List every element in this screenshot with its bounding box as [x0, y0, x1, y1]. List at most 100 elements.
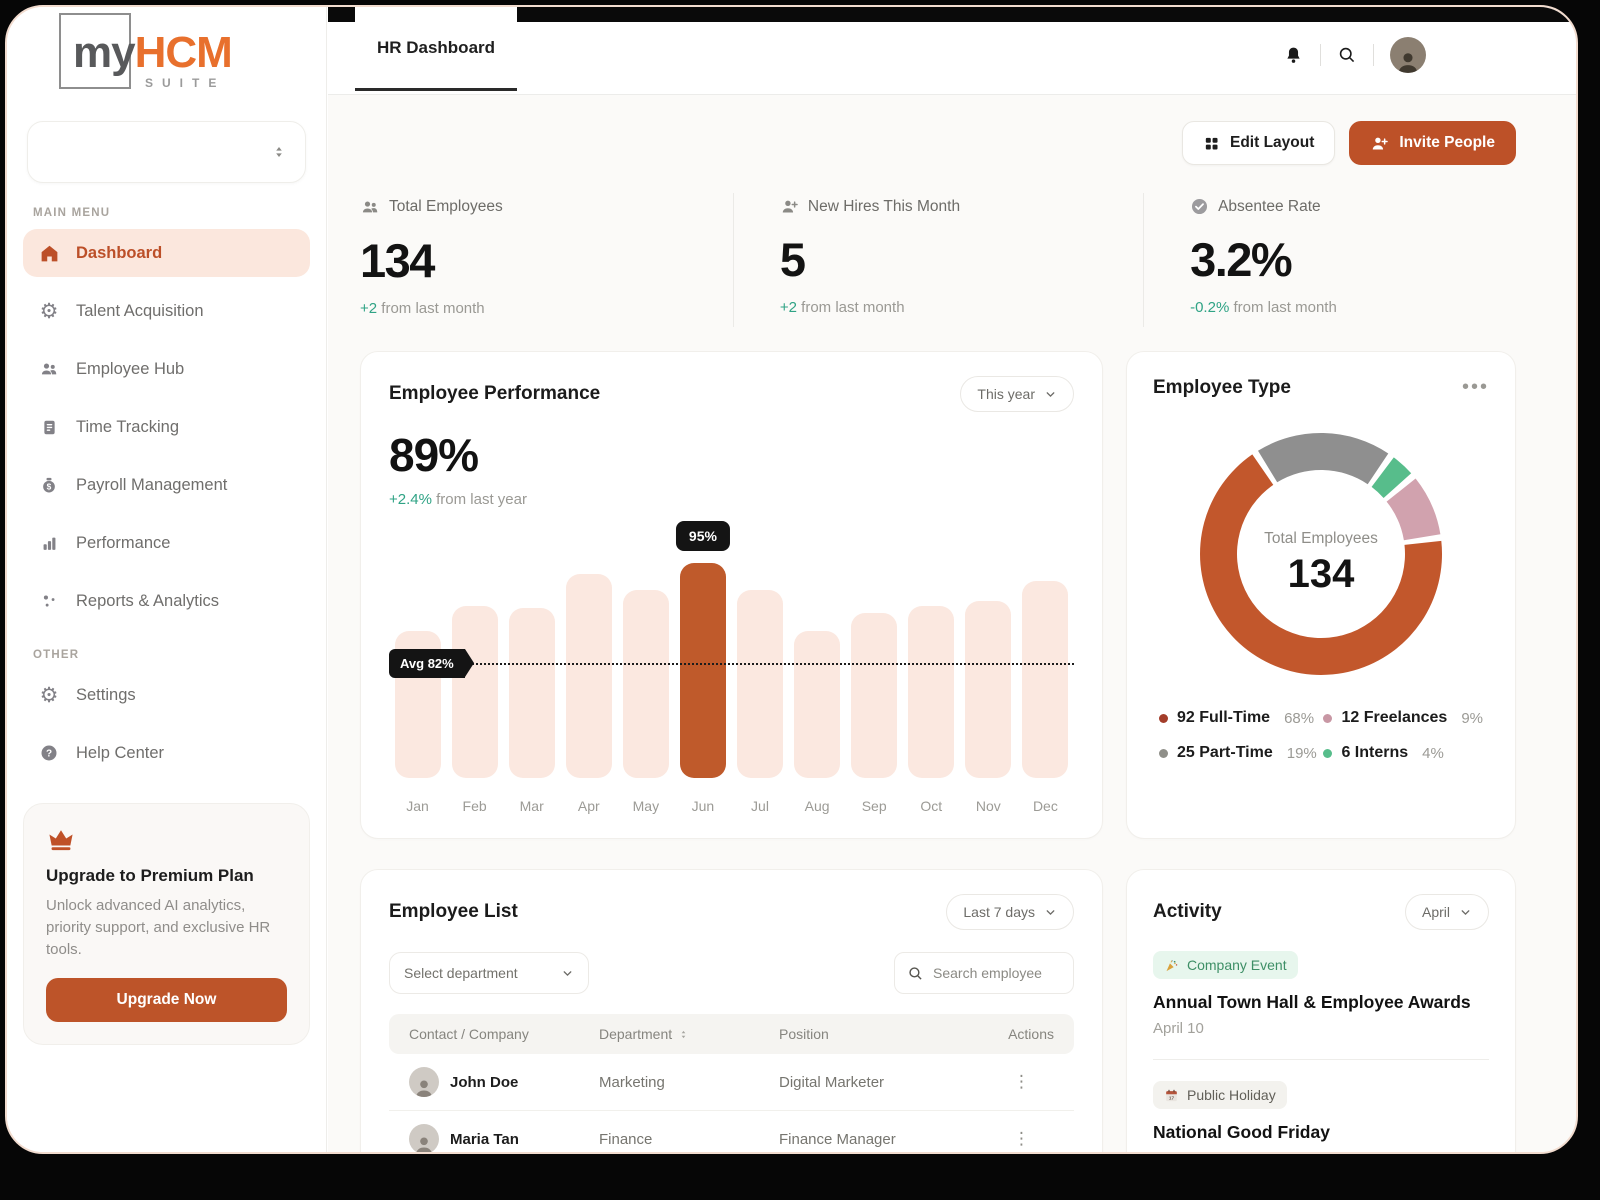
- row-actions-kebab-icon[interactable]: ⋮: [1013, 1072, 1030, 1091]
- upgrade-now-button[interactable]: Upgrade Now: [46, 978, 287, 1023]
- search-icon[interactable]: [1337, 45, 1357, 65]
- sidebar-item-time-tracking[interactable]: Time Tracking: [23, 403, 310, 451]
- performance-period-dropdown[interactable]: This year: [960, 376, 1074, 412]
- section-label-other: OTHER: [33, 649, 80, 661]
- layout-grid-icon: [1203, 135, 1220, 152]
- stat-label-text: Absentee Rate: [1218, 197, 1321, 215]
- stat-label-text: Total Employees: [389, 198, 503, 215]
- chevron-down-icon: [1044, 388, 1057, 401]
- user-avatar[interactable]: [1390, 37, 1426, 73]
- bar-feb[interactable]: [451, 606, 498, 778]
- stat-delta-value: -0.2%: [1190, 299, 1230, 316]
- performance-delta: +2.4% from last year: [389, 491, 1074, 508]
- sidebar-item-performance[interactable]: Performance: [23, 519, 310, 567]
- notifications-bell-icon[interactable]: [1283, 45, 1304, 66]
- employee-position: Finance Manager: [779, 1130, 896, 1148]
- table-row-john-doe[interactable]: John Doe Marketing Digital Marketer ⋮: [389, 1054, 1074, 1111]
- dashboard-content: Edit Layout Invite People Total Employee…: [328, 95, 1576, 1152]
- chevron-down-icon: [561, 967, 574, 980]
- sidebar-item-payroll-management[interactable]: $ Payroll Management: [23, 461, 310, 509]
- logo-suite-label: SUITE: [145, 76, 226, 90]
- check-circle-icon: [1190, 197, 1209, 216]
- activity-divider: [1153, 1059, 1489, 1060]
- table-row-maria-tan[interactable]: Maria Tan Finance Finance Manager ⋮: [389, 1111, 1074, 1152]
- employee-search-placeholder: Search employee: [933, 965, 1042, 981]
- donut-segment-part-time[interactable]: [1258, 433, 1389, 485]
- sidebar: myHCM SUITE MAIN MENU Dashboard ⚙ Talent Ac…: [7, 7, 327, 1152]
- bar-apr[interactable]: [565, 574, 612, 778]
- employee-list-period-dropdown[interactable]: Last 7 days: [946, 894, 1074, 930]
- sort-icon[interactable]: [678, 1029, 689, 1040]
- activity-month-dropdown[interactable]: April: [1404, 894, 1489, 930]
- bar-oct[interactable]: [908, 606, 955, 778]
- activity-event-title: National Good Friday: [1153, 1122, 1330, 1142]
- row-actions-kebab-icon[interactable]: ⋮: [1013, 1129, 1030, 1148]
- legend-label: 6 Interns: [1341, 744, 1409, 761]
- month-label-jan: Jan: [406, 798, 429, 814]
- cards-row-2: Employee List Last 7 days Select departm…: [360, 869, 1516, 1152]
- sidebar-item-talent-acquisition[interactable]: ⚙ Talent Acquisition: [23, 287, 310, 335]
- average-line-label: Avg 82%: [389, 649, 474, 678]
- activity-event-title: Annual Town Hall & Employee Awards: [1153, 992, 1471, 1012]
- legend-pct: 68%: [1284, 709, 1315, 727]
- bar-mar[interactable]: [508, 608, 555, 778]
- department-select[interactable]: Select department: [389, 952, 589, 994]
- stat-delta: -0.2% from last month: [1190, 299, 1337, 316]
- svg-text:$: $: [47, 482, 52, 492]
- bar-slot-mar: [503, 608, 560, 778]
- bar-nov[interactable]: [965, 601, 1012, 778]
- sidebar-item-dashboard[interactable]: Dashboard: [23, 229, 310, 277]
- sidebar-item-settings[interactable]: ⚙ Settings: [23, 671, 310, 719]
- sidebar-item-employee-hub[interactable]: Employee Hub: [23, 345, 310, 393]
- stat-total-employees: Total Employees 134 +2 from last month: [360, 193, 733, 327]
- column-header-department[interactable]: Department: [599, 1026, 779, 1042]
- employee-department: Finance: [599, 1130, 653, 1148]
- sidebar-body: MAIN MENU Dashboard ⚙ Talent Acquisition Emp…: [7, 95, 326, 1152]
- invite-people-button[interactable]: Invite People: [1349, 121, 1516, 165]
- stat-delta-value: +2: [360, 300, 378, 317]
- employee-name: John Doe: [450, 1073, 519, 1091]
- donut-segment-freelances[interactable]: [1386, 478, 1441, 541]
- donut-segment-full-time[interactable]: [1200, 454, 1443, 675]
- bar-aug[interactable]: [794, 631, 841, 778]
- upgrade-card: Upgrade to Premium Plan Unlock advanced …: [23, 803, 310, 1046]
- performance-period-value: This year: [977, 386, 1035, 402]
- logo-brand: HCM: [134, 28, 233, 77]
- employee-list-card: Employee List Last 7 days Select departm…: [360, 869, 1103, 1152]
- month-label-feb: Feb: [462, 798, 487, 814]
- card-menu-icon[interactable]: •••: [1461, 376, 1489, 398]
- cards-row-1: Employee Performance This year 89% +2.4%…: [360, 351, 1516, 839]
- sidebar-item-reports-analytics[interactable]: Reports & Analytics: [23, 577, 310, 625]
- donut-segment-interns[interactable]: [1371, 457, 1412, 498]
- department-select-placeholder: Select department: [404, 965, 518, 981]
- stat-label: Total Employees: [360, 197, 733, 217]
- month-label-jul: Jul: [751, 798, 769, 814]
- legend-label: 25 Part-Time: [1177, 744, 1273, 761]
- sidebar-item-help-center[interactable]: ? Help Center: [23, 729, 310, 777]
- bar-may[interactable]: [622, 590, 669, 778]
- section-label-main-menu: MAIN MENU: [33, 207, 111, 219]
- tab-hr-dashboard[interactable]: HR Dashboard: [355, 7, 517, 91]
- edit-layout-button[interactable]: Edit Layout: [1181, 121, 1336, 165]
- header-actions: [1283, 37, 1426, 73]
- bar-slot-oct: [903, 606, 960, 778]
- column-header-actions[interactable]: Actions: [1008, 1026, 1054, 1042]
- employee-search-input[interactable]: Search employee: [894, 952, 1074, 994]
- column-header-contact-company[interactable]: Contact / Company: [409, 1026, 529, 1042]
- activity-badge-public-holiday: 17 Public Holiday: [1153, 1081, 1287, 1109]
- stat-label: New Hires This Month: [780, 197, 1143, 216]
- bar-jul[interactable]: [737, 590, 783, 778]
- activity-badge-company-event: Company Event: [1153, 951, 1298, 979]
- bar-dec[interactable]: [1022, 581, 1069, 778]
- employee-avatar: [409, 1124, 439, 1152]
- stat-value: 5: [779, 233, 806, 286]
- stat-value: 3.2%: [1190, 233, 1293, 286]
- column-header-position[interactable]: Position: [779, 1026, 829, 1042]
- stat-absentee-rate: Absentee Rate 3.2% -0.2% from last month: [1143, 193, 1516, 327]
- workspace-select[interactable]: [27, 121, 306, 183]
- sidebar-item-label: Time Tracking: [76, 417, 179, 436]
- bar-jun[interactable]: [679, 563, 726, 778]
- employee-list-card-title: Employee List: [389, 901, 518, 922]
- bar-sep[interactable]: [851, 613, 898, 778]
- employee-position: Digital Marketer: [779, 1073, 885, 1091]
